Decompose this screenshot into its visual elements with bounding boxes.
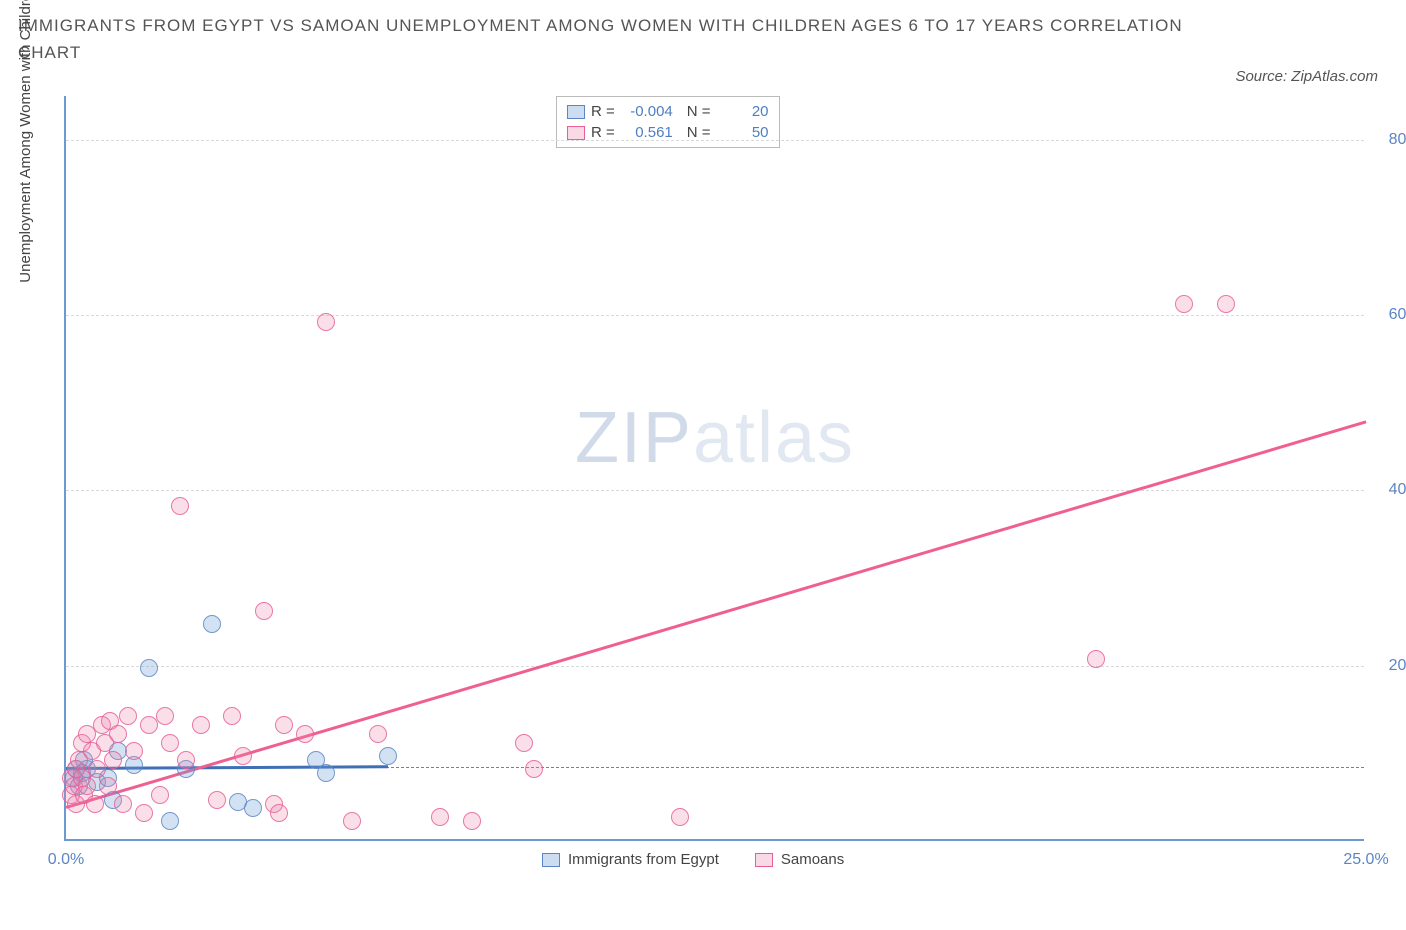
swatch-blue [542,853,560,867]
series-legend: Immigrants from Egypt Samoans [542,851,844,868]
legend-row-blue: R = -0.004 N = 20 [567,101,769,122]
scatter-point [114,795,132,813]
scatter-point [270,804,288,822]
scatter-point [203,615,221,633]
scatter-point [208,791,226,809]
scatter-point [234,747,252,765]
scatter-point [431,808,449,826]
x-tick-label: 25.0% [1343,851,1388,869]
y-axis-label: Unemployment Among Women with Children A… [17,0,34,283]
scatter-point [119,707,137,725]
y-tick-label: 80.0% [1374,131,1406,149]
y-tick-label: 40.0% [1374,481,1406,499]
legend-label: Samoans [781,851,844,868]
scatter-point [161,734,179,752]
scatter-point [369,725,387,743]
plot-region: ZIPatlas R = -0.004 N = 20 R = 0.561 N =… [64,96,1364,841]
scatter-point [177,751,195,769]
scatter-point [223,707,241,725]
gridline [66,315,1364,316]
scatter-point [156,707,174,725]
scatter-point [463,812,481,830]
scatter-point [1087,650,1105,668]
watermark-bold: ZIP [575,398,693,478]
scatter-point [671,808,689,826]
scatter-point [192,716,210,734]
scatter-point [140,659,158,677]
scatter-point [1175,295,1193,313]
scatter-point [244,799,262,817]
r-value-blue: -0.004 [621,101,673,122]
scatter-point [379,747,397,765]
scatter-point [255,602,273,620]
y-tick-label: 60.0% [1374,306,1406,324]
scatter-point [135,804,153,822]
scatter-point [86,795,104,813]
scatter-point [171,497,189,515]
watermark: ZIPatlas [575,397,855,479]
gridline [66,140,1364,141]
scatter-point [343,812,361,830]
swatch-pink [567,126,585,140]
scatter-point [515,734,533,752]
scatter-point [78,777,96,795]
scatter-point [125,742,143,760]
scatter-point [151,786,169,804]
n-value-blue: 20 [717,101,769,122]
chart-area: Unemployment Among Women with Children A… [22,96,1384,896]
scatter-point [104,751,122,769]
swatch-pink [755,853,773,867]
chart-title: IMMIGRANTS FROM EGYPT VS SAMOAN UNEMPLOY… [18,12,1206,66]
source-attribution: Source: ZipAtlas.com [1235,68,1378,85]
gridline [66,490,1364,491]
scatter-point [109,725,127,743]
scatter-point [99,777,117,795]
r-label: R = [591,101,615,122]
scatter-point [275,716,293,734]
scatter-point [317,764,335,782]
gridline [66,666,1364,667]
n-label: N = [687,101,711,122]
swatch-blue [567,105,585,119]
x-tick-label: 0.0% [48,851,84,869]
y-tick-label: 20.0% [1374,657,1406,675]
scatter-point [1217,295,1235,313]
legend-label: Immigrants from Egypt [568,851,719,868]
legend-item-pink: Samoans [755,851,844,868]
scatter-point [317,313,335,331]
scatter-point [525,760,543,778]
scatter-point [296,725,314,743]
legend-item-blue: Immigrants from Egypt [542,851,719,868]
scatter-point [161,812,179,830]
